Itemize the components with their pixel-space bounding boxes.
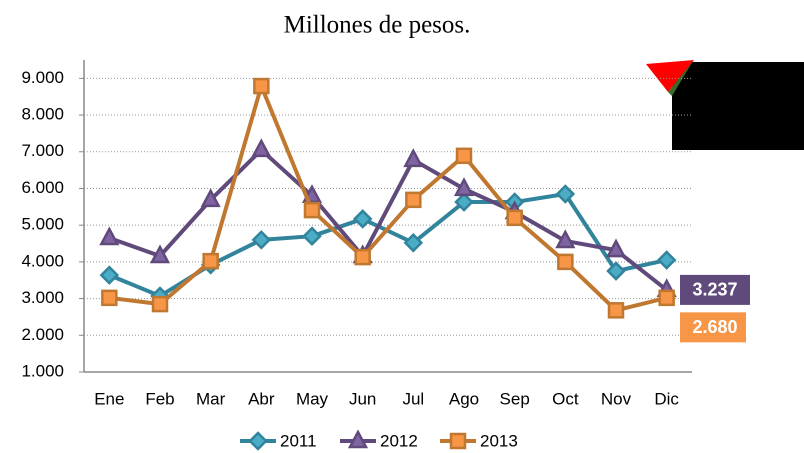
x-tick-label: Dic — [654, 389, 679, 408]
data-point — [606, 261, 626, 281]
series-line — [108, 147, 668, 292]
data-point — [555, 229, 576, 249]
value-label-box — [680, 312, 746, 343]
data-point — [251, 230, 272, 250]
data-point — [302, 226, 322, 246]
x-tick-label: Feb — [145, 389, 174, 408]
data-point — [303, 201, 321, 219]
value-label: 3.237 — [692, 280, 737, 300]
data-point — [352, 209, 373, 229]
x-tick-label: Ene — [94, 389, 124, 408]
legend-marker — [449, 432, 467, 450]
data-point — [506, 209, 523, 227]
value-label-box — [680, 274, 750, 305]
legend-label: 2013 — [480, 431, 518, 450]
data-point — [455, 147, 473, 165]
data-point — [101, 289, 118, 307]
black-box — [672, 62, 804, 150]
y-tick-label: 1.000 — [21, 361, 64, 380]
data-point — [557, 253, 574, 271]
legend-marker — [347, 429, 369, 449]
y-tick-label: 4.000 — [21, 251, 64, 270]
x-tick-label: Oct — [552, 389, 579, 408]
red-triangle — [646, 60, 694, 92]
series-line — [109, 84, 668, 313]
data-point — [658, 289, 675, 307]
data-point — [253, 77, 270, 95]
data-point — [151, 295, 169, 313]
data-point — [202, 252, 219, 270]
y-tick-label: 6.000 — [21, 178, 64, 197]
data-point — [251, 138, 272, 158]
data-point — [607, 302, 625, 319]
y-tick-label: 5.000 — [21, 215, 64, 234]
x-tick-label: Abr — [248, 389, 275, 408]
x-tick-label: Jun — [349, 389, 376, 408]
x-tick-label: Nov — [601, 389, 632, 408]
chart-title: Millones de pesos. — [284, 12, 471, 39]
x-tick-label: Ago — [449, 389, 479, 408]
data-point — [149, 244, 171, 264]
data-point — [555, 184, 576, 204]
x-tick-label: Jul — [402, 389, 424, 408]
data-point — [200, 188, 221, 208]
y-tick-label: 8.000 — [21, 105, 64, 124]
legend-label: 2011 — [280, 431, 317, 450]
data-point — [403, 233, 424, 253]
y-tick-label: 7.000 — [21, 141, 64, 160]
data-point — [454, 192, 474, 212]
value-label: 2.680 — [692, 317, 737, 337]
y-tick-label: 9.000 — [21, 68, 64, 87]
x-tick-label: Mar — [196, 389, 226, 408]
data-point — [403, 148, 424, 168]
data-point — [354, 248, 371, 266]
y-tick-label: 3.000 — [21, 288, 64, 307]
legend-label: 2012 — [380, 431, 418, 450]
data-point — [99, 265, 120, 285]
x-tick-label: Sep — [500, 389, 530, 408]
legend-marker — [248, 431, 268, 451]
x-tick-label: May — [296, 389, 329, 408]
data-point — [405, 191, 422, 209]
data-point — [99, 226, 120, 246]
y-tick-label: 2.000 — [21, 325, 64, 344]
data-point — [453, 177, 475, 197]
data-point — [656, 250, 677, 270]
data-point — [605, 238, 627, 258]
